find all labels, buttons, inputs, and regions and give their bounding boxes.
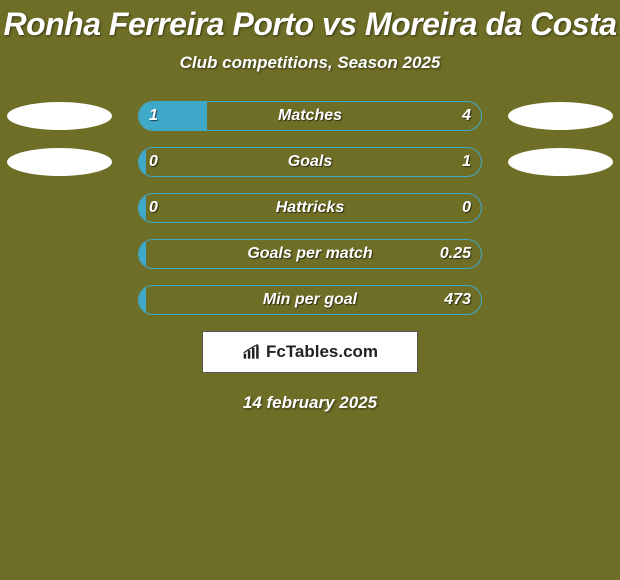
stat-label: Goals (139, 153, 481, 171)
page-title: Ronha Ferreira Porto vs Moreira da Costa (0, 0, 620, 43)
comparison-infographic: Ronha Ferreira Porto vs Moreira da Costa… (0, 0, 620, 580)
stat-value-right: 4 (462, 107, 471, 125)
stat-label: Min per goal (139, 291, 481, 309)
stat-row: 0Hattricks0 (0, 193, 620, 223)
player-right-avatar (508, 148, 613, 176)
stat-value-right: 1 (462, 153, 471, 171)
stat-label: Goals per match (139, 245, 481, 263)
player-left-avatar (7, 102, 112, 130)
stat-value-right: 473 (444, 291, 471, 309)
player-right-avatar (508, 102, 613, 130)
stat-bar: Min per goal473 (138, 285, 482, 315)
stat-bar: 0Hattricks0 (138, 193, 482, 223)
stat-rows: 1Matches40Goals10Hattricks0Goals per mat… (0, 101, 620, 315)
subtitle: Club competitions, Season 2025 (0, 53, 620, 73)
stat-row: 1Matches4 (0, 101, 620, 131)
stat-value-right: 0.25 (440, 245, 471, 263)
stat-bar: Goals per match0.25 (138, 239, 482, 269)
logo-box: FcTables.com (202, 331, 418, 373)
date: 14 february 2025 (0, 393, 620, 413)
stat-row: 0Goals1 (0, 147, 620, 177)
stat-bar: 0Goals1 (138, 147, 482, 177)
stat-row: Min per goal473 (0, 285, 620, 315)
logo-text: FcTables.com (266, 342, 378, 362)
stat-label: Matches (139, 107, 481, 125)
stat-label: Hattricks (139, 199, 481, 217)
barchart-icon (242, 343, 262, 361)
stat-value-right: 0 (462, 199, 471, 217)
stat-bar: 1Matches4 (138, 101, 482, 131)
player-left-avatar (7, 148, 112, 176)
stat-row: Goals per match0.25 (0, 239, 620, 269)
logo: FcTables.com (242, 342, 378, 362)
